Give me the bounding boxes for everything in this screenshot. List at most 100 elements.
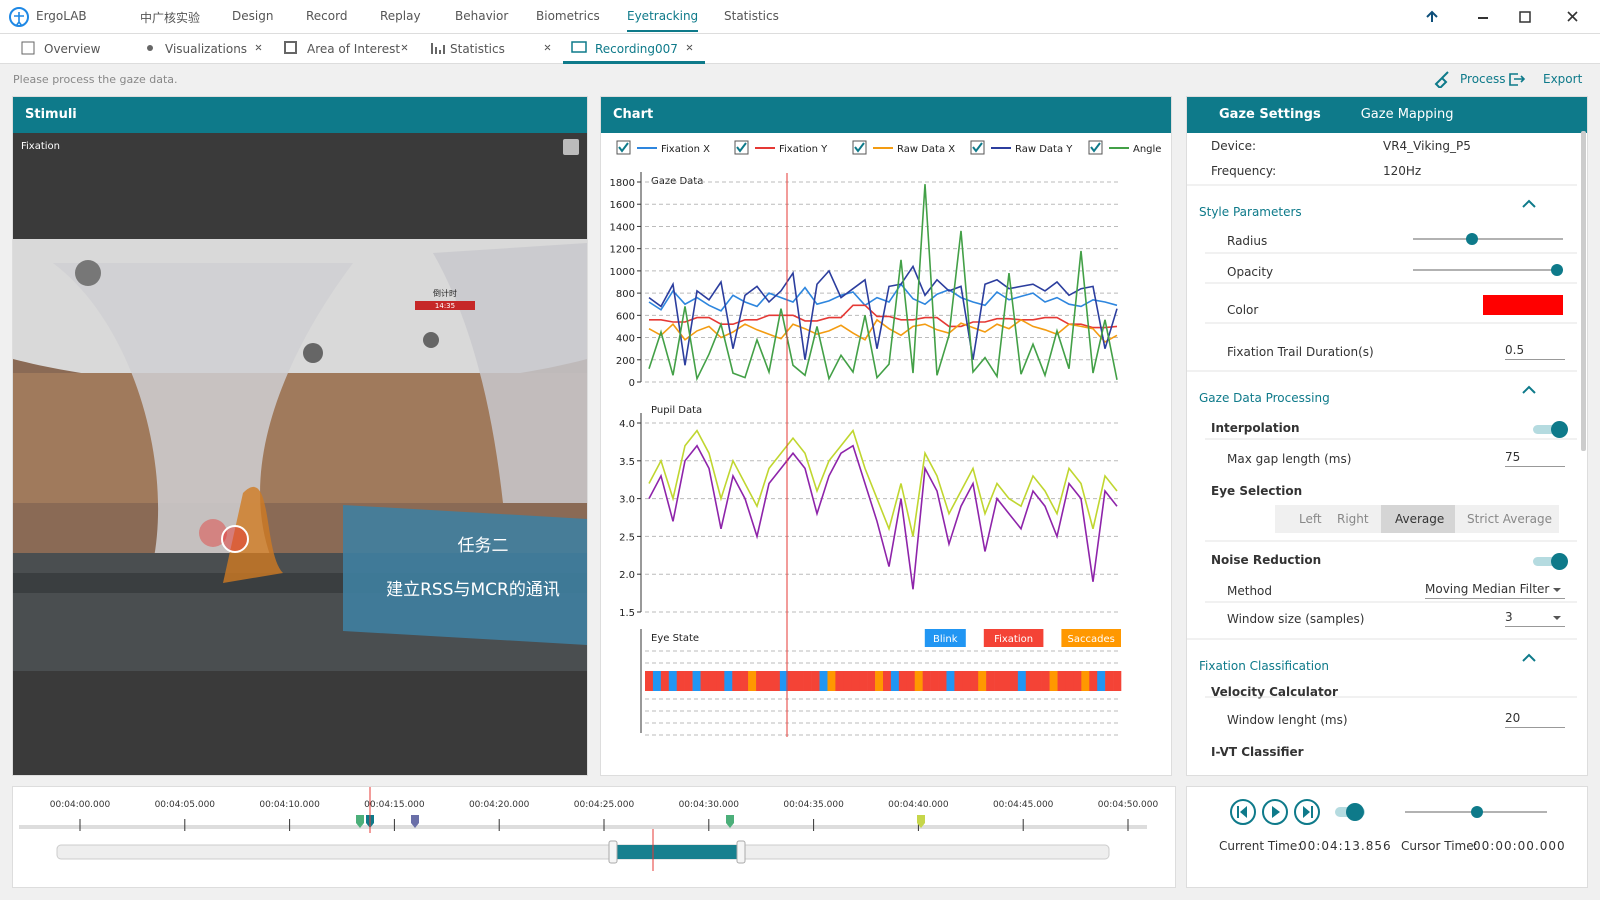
nav[interactable]: Biometrics [536,9,600,23]
state-segment [986,671,995,691]
nav[interactable]: 中广核实验 [140,11,201,25]
tab[interactable]: Visualizations [165,42,248,56]
y-tick-label: 1.5 [619,608,635,619]
time-label: 00:04:10.000 [259,800,320,810]
player-controls[interactable] [1187,787,1587,837]
chart-title: Eye State [651,633,699,644]
toggle[interactable] [1533,553,1573,570]
state-segment [938,671,947,691]
legend-label: Fixation Y [779,144,828,155]
state-segment [994,671,1003,691]
segment[interactable]: Right [1337,512,1369,526]
scroll-handle [608,840,618,864]
segment[interactable]: Strict Average [1467,512,1552,526]
toggle[interactable] [1533,421,1573,438]
state-segment [978,671,987,691]
process-button[interactable]: Process [1460,72,1506,86]
series-line [648,428,1118,537]
state-segment [851,671,860,691]
label: Frequency: [1211,164,1277,178]
legend-check [618,142,629,153]
state-legend-box [1061,629,1121,647]
state-segment [1017,671,1027,691]
scene-text: 倒计时 [433,288,457,298]
state-segment [779,671,789,691]
scroll-window [615,845,741,859]
chart-title: Gaze Data [651,176,703,187]
y-tick-label: 1600 [610,200,635,211]
nav-active[interactable]: Eyetracking [627,9,699,32]
state-segment [859,671,868,691]
section-title[interactable]: Gaze Data Processing [1199,391,1330,405]
series-line [648,444,1118,590]
state-segment [867,671,876,691]
label: Device: [1211,139,1257,153]
section-title[interactable]: Style Parameters [1199,205,1302,219]
time-label: 00:04:05.000 [155,800,216,810]
panel-title: Stimuli [25,107,77,122]
dropdown[interactable]: 3 [1505,610,1565,627]
state-segment [914,671,923,691]
state-segment [1002,671,1011,691]
state-segment [922,671,931,691]
y-tick-label: 1800 [610,178,635,189]
segment[interactable]: Left [1299,512,1322,526]
series-line [648,318,1118,344]
state-segment [1089,671,1098,691]
tab-active[interactable]: Recording007 [595,42,678,56]
label: Opacity [1227,265,1274,279]
y-tick-label: 1200 [610,245,635,256]
input[interactable]: 0.5 [1505,343,1565,360]
input[interactable]: 75 [1505,450,1565,467]
settings-tab[interactable]: Gaze Mapping [1360,107,1454,122]
tab[interactable]: Overview [44,42,101,56]
state-segment [898,671,908,691]
state-segment [708,671,717,691]
label: Eye Selection [1211,484,1303,498]
state-segment [1041,671,1050,691]
nav[interactable]: Statistics [724,9,779,23]
state-segment [1009,671,1019,691]
state-segment [962,671,971,691]
chart-panel: Chart Fixation X Fixation Y Raw Data X Raw … [600,96,1172,776]
export-button[interactable]: Export [1543,72,1583,86]
state-segment [954,671,963,691]
nav[interactable]: Replay [380,9,421,23]
hint: Please process the gaze data. [13,73,178,86]
label: Current Time: [1219,839,1302,853]
state-segment [906,671,916,691]
nav[interactable]: Behavior [455,9,509,23]
settings-decor [1187,131,1586,698]
y-tick-label: 3.5 [619,457,635,468]
chart: Fixation X Fixation Y Raw Data X Raw Data Y… [610,140,1161,737]
input[interactable]: 20 [1505,711,1565,728]
state-segment [660,671,670,691]
section-title[interactable]: Fixation Classification [1199,659,1330,673]
state-segment [684,671,693,691]
tab[interactable]: Area of Interest [307,42,401,56]
scene-text: 14:35 [435,302,455,310]
window-controls[interactable] [1420,8,1590,26]
time-label: 00:04:50.000 [1098,800,1159,810]
nav[interactable]: Design [232,9,274,23]
settings-tab-active[interactable]: Gaze Settings [1219,107,1321,122]
y-tick-label: 200 [616,356,635,367]
event-marker [411,815,419,828]
tab[interactable]: Statistics [450,42,505,56]
state-legend-box [924,629,966,647]
stimuli-panel: Stimuli Fixation 任务二 建立RSS与MCR的通讯 倒计时 14… [12,96,588,776]
dropdown[interactable]: Moving Median Filter [1425,582,1565,599]
state-segment [843,671,852,691]
nav[interactable]: Record [306,9,348,23]
state-segment [819,671,828,691]
state-segment [803,671,812,691]
y-tick-label: 4.0 [619,419,635,430]
segment-active[interactable]: Average [1381,505,1455,533]
state-segment [811,671,820,691]
settings-panel: Gaze Settings Gaze Mapping Device: VR4_Vi… [1186,96,1588,776]
state-segment [827,671,836,691]
state-segment [875,671,884,691]
state-segment [1025,671,1035,691]
state-segment [732,671,741,691]
panel-header: Gaze Settings Gaze Mapping [1187,97,1587,133]
